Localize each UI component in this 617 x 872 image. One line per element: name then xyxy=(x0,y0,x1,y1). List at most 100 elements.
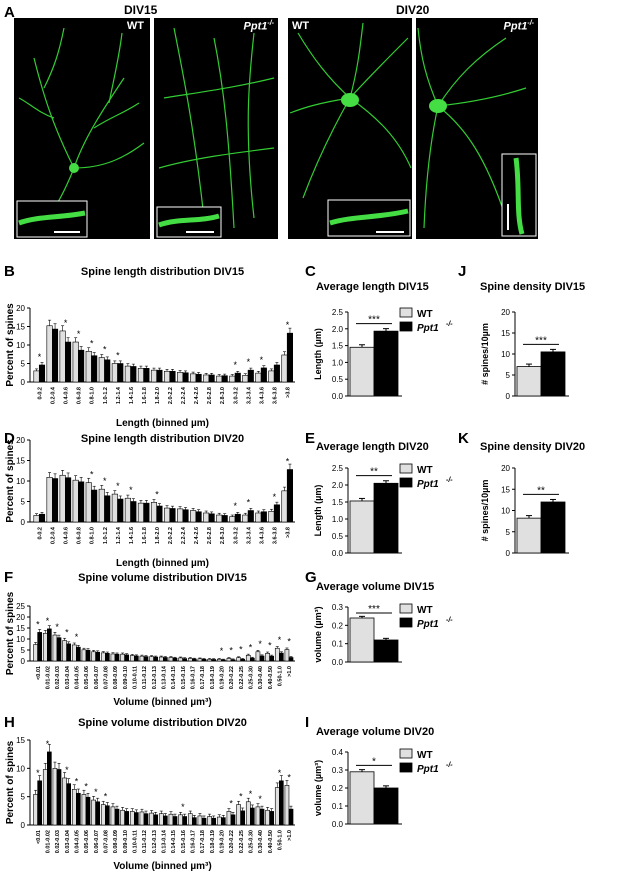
bar-ppt1 xyxy=(130,366,137,383)
bar-wt xyxy=(229,375,236,383)
significance-marker: * xyxy=(103,345,107,355)
x-tick-label: 2.4-2.6 xyxy=(194,387,200,404)
x-tick-label: 0.25-0.30 xyxy=(249,666,255,689)
panel-letter-i: I xyxy=(305,714,309,731)
x-tick-label: 1.0-1.2 xyxy=(103,387,109,404)
bar-ppt1 xyxy=(66,643,71,662)
legend-label-ppt1-sup: -/- xyxy=(446,762,453,769)
bar-wt xyxy=(139,655,145,662)
x-tick-label: 0.30-0.40 xyxy=(258,830,264,853)
bar-ppt1 xyxy=(260,367,267,383)
legend-label-wt: WT xyxy=(417,465,433,476)
bar-ppt1 xyxy=(65,341,72,383)
x-tick-label: 0.2-0.4 xyxy=(51,526,57,544)
x-tick-label: 0.06-0.07 xyxy=(94,666,100,689)
bar-wt xyxy=(149,656,154,662)
bar-ppt1 xyxy=(95,651,100,662)
bar-ppt1 xyxy=(169,508,176,523)
bar-ppt1 xyxy=(288,808,294,826)
bar-ppt1 xyxy=(163,657,168,662)
bar-wt xyxy=(42,769,48,826)
neuron-image xyxy=(16,27,145,238)
significance-marker: * xyxy=(268,640,272,650)
x-tick-label: 2.6-2.8 xyxy=(207,527,213,544)
x-axis-label: Length (binned µm) xyxy=(116,418,209,429)
bar-wt xyxy=(255,512,262,523)
bar-ppt1 xyxy=(52,328,59,383)
x-tick-label: 3.0-3.2 xyxy=(233,527,239,544)
chart-title: Average volume DIV20 xyxy=(316,726,434,738)
y-tick-label: 2.5 xyxy=(332,464,344,473)
genotype-label: WT xyxy=(292,20,310,32)
chart-title: Spine density DIV20 xyxy=(480,441,585,453)
x-tick-label: 0.03-0.04 xyxy=(65,829,71,853)
significance-marker: * xyxy=(36,768,40,778)
y-tick-label: 25 xyxy=(16,602,25,611)
bar-wt xyxy=(245,654,251,662)
bar-wt xyxy=(124,365,131,383)
significance-marker: * xyxy=(258,639,262,649)
x-tick-label: 1.6-1.8 xyxy=(142,527,148,544)
bar-ppt1 xyxy=(114,808,120,826)
bar-wt xyxy=(98,488,105,523)
bar-ppt1 xyxy=(195,373,202,383)
y-tick-label: 0.0 xyxy=(332,392,344,401)
micrograph-div20-ppt1: Ppt1-/- xyxy=(416,18,538,239)
bar-wt xyxy=(229,516,236,523)
bar-ppt1 xyxy=(234,513,241,523)
bar-wt xyxy=(349,617,375,663)
x-tick-label: 1.0-1.2 xyxy=(103,527,109,544)
y-tick-label: 0.5 xyxy=(332,532,344,541)
bar-ppt1 xyxy=(117,363,124,383)
micrograph-div15-wt: WT xyxy=(14,18,150,239)
bar-ppt1 xyxy=(240,810,245,826)
bar-wt xyxy=(71,788,77,826)
bar-wt xyxy=(137,502,144,523)
x-tick-label: 0.13-0.14 xyxy=(162,829,168,853)
legend-label-ppt1-sup: -/- xyxy=(446,321,453,328)
significance-marker: * xyxy=(46,616,50,626)
y-axis-label: Length (µm) xyxy=(313,485,323,537)
legend-swatch-wt xyxy=(399,603,413,614)
panel-letter-f: F xyxy=(4,569,13,586)
x-tick-label: 0.15-0.16 xyxy=(181,666,187,689)
bar-wt xyxy=(274,787,280,826)
x-tick-label: 0.6-0.8 xyxy=(77,527,83,544)
bar-wt xyxy=(150,369,158,383)
bar-ppt1 xyxy=(182,816,187,826)
bar-wt xyxy=(59,330,66,383)
bar-wt xyxy=(203,512,210,523)
bar-wt xyxy=(216,658,222,662)
y-tick-label: 0.0 xyxy=(332,820,344,829)
bar-wt xyxy=(72,479,79,523)
significance-marker: * xyxy=(234,501,238,511)
x-tick-label: 0.40-0.50 xyxy=(268,830,274,853)
panel-letter-c: C xyxy=(305,263,316,280)
bar-wt xyxy=(284,785,290,826)
x-tick-label: 0.8-1.0 xyxy=(90,527,96,544)
legend-label-ppt1: Ppt1 xyxy=(417,764,439,775)
x-tick-label: 3.6-3.8 xyxy=(272,387,278,404)
bar-wt xyxy=(100,652,106,662)
y-tick-label: 10 xyxy=(16,341,25,350)
y-axis-label: volume (µm³) xyxy=(313,606,323,662)
bar-ppt1 xyxy=(38,364,46,383)
x-tick-label: >3.8 xyxy=(285,387,291,398)
x-tick-label: 0.50-1.0 xyxy=(278,666,284,686)
y-tick-label: 2.0 xyxy=(332,481,344,490)
legend-label-wt: WT xyxy=(417,309,433,320)
y-tick-label: 0.3 xyxy=(332,766,344,775)
x-tick-label: 3.4-3.6 xyxy=(259,527,265,544)
y-tick-label: 15 xyxy=(16,736,25,745)
x-tick-label: 1.2-1.4 xyxy=(116,526,122,544)
significance-marker: * xyxy=(234,360,238,370)
bar-ppt1 xyxy=(201,658,207,662)
y-tick-label: 15 xyxy=(16,323,25,332)
panel-letter-g: G xyxy=(305,569,317,586)
y-tick-label: 0.2 xyxy=(332,784,344,793)
bar-wt xyxy=(137,368,144,383)
bar-ppt1 xyxy=(221,375,228,383)
significance-marker: * xyxy=(278,635,282,645)
bar-ppt1 xyxy=(130,501,137,523)
y-tick-label: 0 xyxy=(506,549,511,558)
